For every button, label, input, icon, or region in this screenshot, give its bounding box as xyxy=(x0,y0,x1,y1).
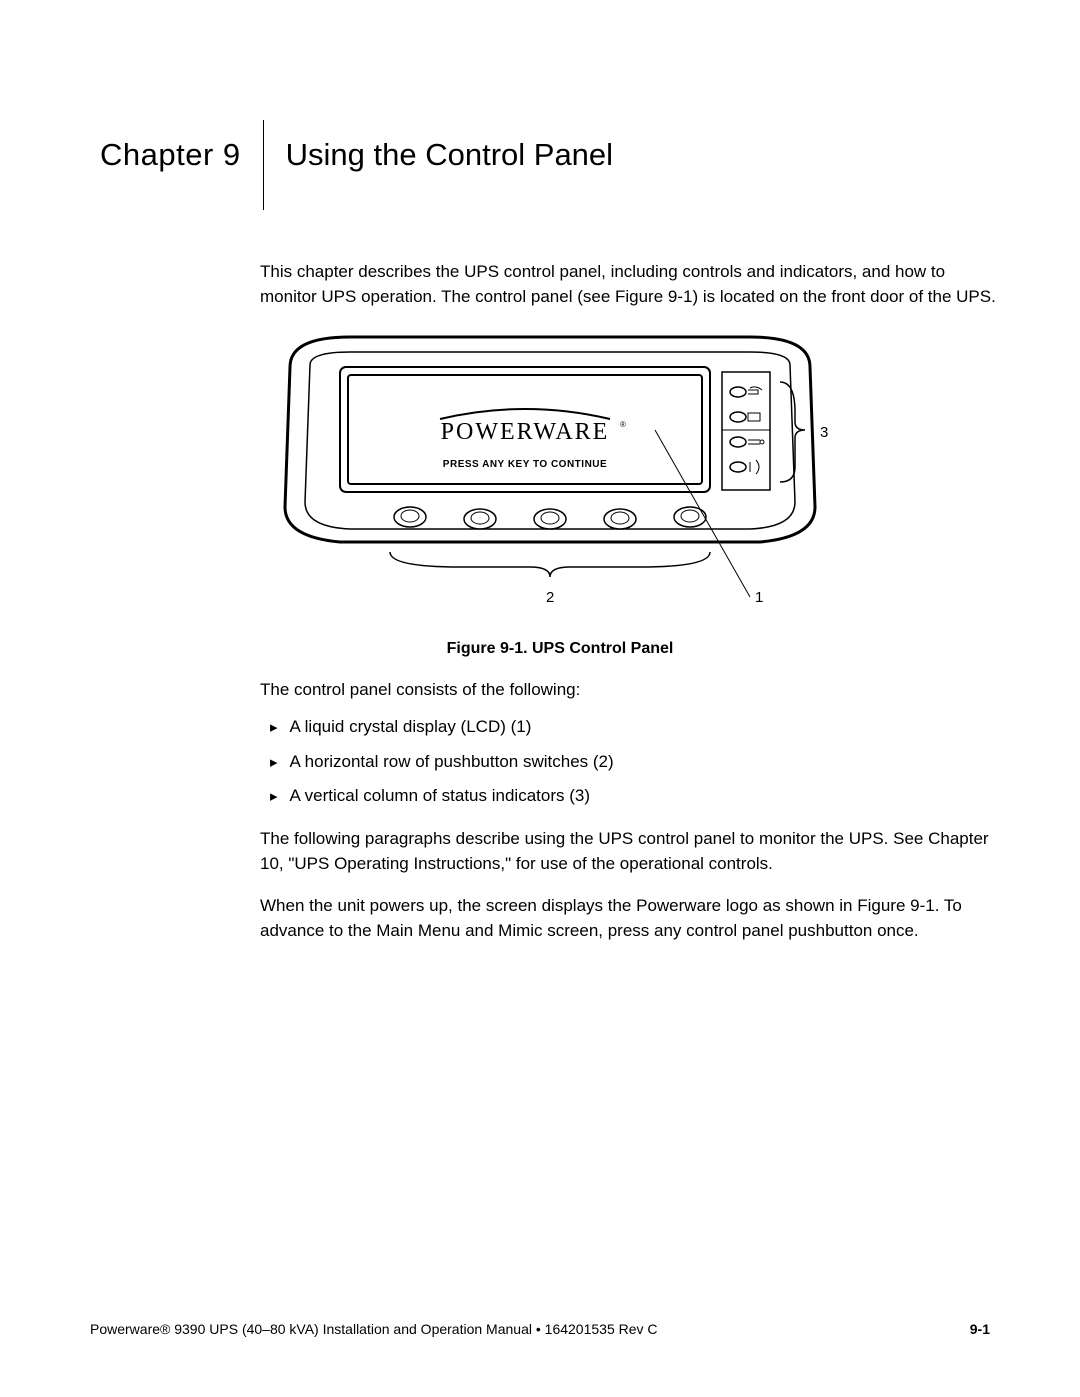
control-panel-diagram: POWERWARE ® PRESS ANY KEY TO CONTINUE xyxy=(260,327,860,627)
header-divider xyxy=(263,120,264,210)
component-list: A liquid crystal display (LCD) (1) A hor… xyxy=(270,715,1000,809)
figure-caption: Figure 9-1. UPS Control Panel xyxy=(260,637,860,660)
pushbutton-5 xyxy=(674,507,706,527)
callout-2-brace xyxy=(390,552,710,577)
pushbutton-4 xyxy=(604,509,636,529)
pushbutton-1 xyxy=(394,507,426,527)
chapter-header: Chapter 9 Using the Control Panel xyxy=(100,110,990,200)
list-item: A liquid crystal display (LCD) (1) xyxy=(270,715,1000,740)
list-lead: The control panel consists of the follow… xyxy=(260,678,1000,703)
intro-paragraph: This chapter describes the UPS control p… xyxy=(260,260,1000,309)
chapter-title: Using the Control Panel xyxy=(286,137,613,173)
list-item: A horizontal row of pushbutton switches … xyxy=(270,750,1000,775)
callout-3-label: 3 xyxy=(820,424,828,441)
callout-2-label: 2 xyxy=(546,589,554,606)
lcd-subtext: PRESS ANY KEY TO CONTINUE xyxy=(443,459,607,470)
callout-1-label: 1 xyxy=(755,589,763,606)
chapter-label: Chapter 9 xyxy=(100,137,241,173)
registered-mark: ® xyxy=(620,420,626,429)
page-footer: Powerware® 9390 UPS (40–80 kVA) Installa… xyxy=(90,1321,990,1337)
lcd-brand-text: POWERWARE xyxy=(441,419,610,445)
figure-9-1: POWERWARE ® PRESS ANY KEY TO CONTINUE xyxy=(260,327,860,660)
footer-left: Powerware® 9390 UPS (40–80 kVA) Installa… xyxy=(90,1321,658,1337)
pushbutton-3 xyxy=(534,509,566,529)
content-column: This chapter describes the UPS control p… xyxy=(260,260,1000,944)
paragraph-3: When the unit powers up, the screen disp… xyxy=(260,894,1000,943)
page: Chapter 9 Using the Control Panel This c… xyxy=(0,0,1080,1397)
pushbutton-2 xyxy=(464,509,496,529)
list-item: A vertical column of status indicators (… xyxy=(270,784,1000,809)
paragraph-2: The following paragraphs describe using … xyxy=(260,827,1000,876)
footer-page-number: 9-1 xyxy=(970,1321,990,1337)
